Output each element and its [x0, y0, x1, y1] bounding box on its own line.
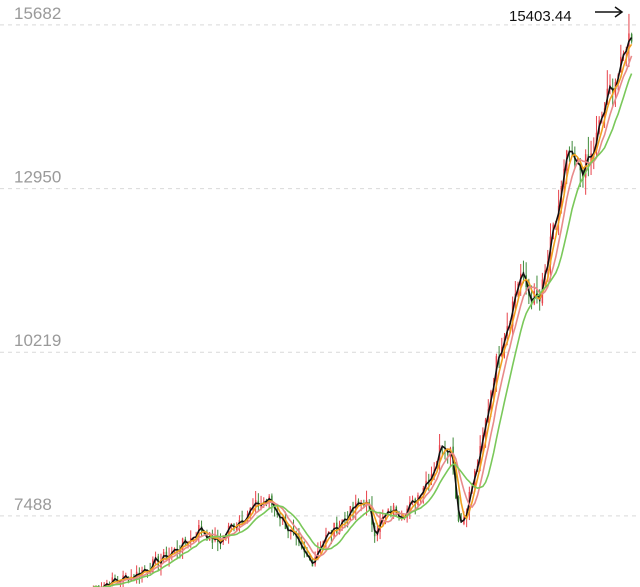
candle-body	[590, 153, 592, 164]
y-tick-label: 10219	[14, 331, 61, 350]
last-value-label: 15403.44	[509, 8, 572, 25]
candle-body	[357, 500, 360, 504]
candle-body	[98, 585, 100, 587]
candles	[92, 13, 633, 587]
candle-body	[446, 451, 449, 455]
candle-body	[387, 509, 389, 513]
candle-body	[611, 87, 614, 95]
y-tick-label: 12950	[14, 168, 61, 187]
candle	[257, 493, 260, 512]
moving-average-line	[93, 73, 633, 587]
moving-average-line	[93, 55, 633, 587]
candle	[211, 529, 214, 549]
candle-body	[235, 525, 238, 531]
candle	[590, 140, 592, 175]
last-value-marker: 15403.44	[509, 6, 624, 25]
candle	[279, 512, 281, 527]
candle-body	[279, 517, 281, 520]
y-tick-label: 15682	[14, 4, 61, 23]
candle	[100, 582, 102, 587]
y-axis-tick-labels: 15682 12950 10219 7488	[14, 4, 61, 514]
grid-lines	[0, 24, 640, 517]
candle	[414, 497, 416, 515]
moving-average-lines	[93, 37, 633, 587]
moving-average-line	[93, 43, 633, 587]
y-tick-label: 7488	[14, 495, 52, 514]
last-value-arrow-head	[614, 6, 624, 18]
